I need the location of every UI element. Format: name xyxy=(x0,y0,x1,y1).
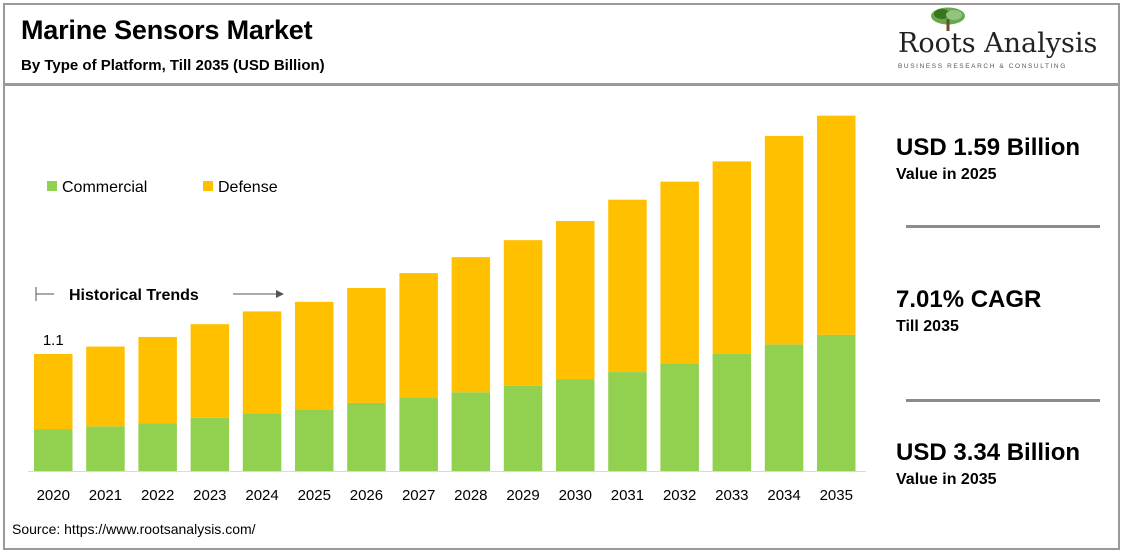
bar-commercial-2035 xyxy=(817,334,856,471)
bar-commercial-2020 xyxy=(34,429,73,471)
stat-cagr: 7.01% CAGR Till 2035 xyxy=(896,286,1106,336)
tree-logo-icon xyxy=(931,7,965,31)
chart-title: Marine Sensors Market xyxy=(21,15,313,45)
bar-commercial-2024 xyxy=(242,413,282,471)
x-tick-label: 2027 xyxy=(402,487,435,504)
x-tick-label: 2032 xyxy=(663,487,696,504)
x-tick-label: 2034 xyxy=(767,487,800,504)
historical-trends-label: Historical Trends xyxy=(69,287,199,304)
x-tick-label: 2024 xyxy=(245,487,278,504)
bar-commercial-2028 xyxy=(451,392,491,471)
x-tick-label: 2030 xyxy=(559,487,592,504)
stacked-bar-chart: 2020 2021 2022 2023 2024 2025 2026 2027 2028 2029… xyxy=(28,115,866,504)
bar-commercial-2023 xyxy=(190,417,230,471)
legend-swatch-commercial xyxy=(47,181,57,191)
bar-commercial-2022 xyxy=(138,423,177,471)
x-tick-label: 2023 xyxy=(193,487,226,504)
stat-divider xyxy=(906,399,1100,402)
bar-commercial-2034 xyxy=(764,344,804,471)
legend-swatch-defense xyxy=(203,181,213,191)
bar-commercial-2025 xyxy=(295,409,334,471)
bar-commercial-2031 xyxy=(608,372,647,471)
trend-arrow-icon xyxy=(276,290,284,298)
roots-analysis-logo: Roots Analysis BUSINESS RESEARCH & CONSU… xyxy=(888,6,1100,76)
bar-defense-2031 xyxy=(608,199,647,373)
x-tick-label: 2020 xyxy=(37,487,70,504)
bar-defense-2022 xyxy=(138,336,177,424)
stat-2035-amount: USD 3.34 Billion xyxy=(896,439,1081,466)
bar-commercial-2029 xyxy=(503,385,543,471)
bar-commercial-2026 xyxy=(347,402,386,471)
x-tick-label: 2021 xyxy=(89,487,122,504)
x-tick-label: 2035 xyxy=(820,487,853,504)
x-tick-label: 2025 xyxy=(298,487,331,504)
stat-value-2025: USD 1.59 Billion Value in 2025 xyxy=(896,134,1106,184)
bar-commercial-2021 xyxy=(86,426,125,471)
legend-label-defense: Defense xyxy=(218,179,278,196)
bar-defense-2021 xyxy=(86,346,125,427)
x-tick-label: 2031 xyxy=(611,487,644,504)
stat-cagr-amount: 7.01% CAGR xyxy=(896,286,1042,313)
bar-defense-2027 xyxy=(399,273,438,398)
x-tick-label: 2029 xyxy=(506,487,539,504)
stat-2025-amount: USD 1.59 Billion xyxy=(896,134,1081,161)
logo-name: Roots Analysis xyxy=(898,28,1098,59)
bar-defense-2028 xyxy=(451,257,491,393)
bar-defense-2035 xyxy=(817,115,856,335)
legend-label-commercial: Commercial xyxy=(62,179,147,196)
bar-defense-2033 xyxy=(712,161,752,354)
bar-defense-2023 xyxy=(190,324,230,418)
bar-commercial-2030 xyxy=(556,379,595,471)
stat-cagr-caption: Till 2035 xyxy=(896,318,959,335)
stat-divider xyxy=(906,225,1100,228)
x-tick-label: 2026 xyxy=(350,487,383,504)
stat-2035-caption: Value in 2035 xyxy=(896,471,997,488)
bar-defense-2034 xyxy=(764,135,804,345)
bar-defense-2020 xyxy=(34,353,73,430)
stat-value-2035: USD 3.34 Billion Value in 2035 xyxy=(896,439,1106,489)
chart-subtitle: By Type of Platform, Till 2035 (USD Bill… xyxy=(21,57,325,74)
data-label: 1.1 xyxy=(43,332,64,349)
x-tick-label: 2022 xyxy=(141,487,174,504)
bar-commercial-2033 xyxy=(712,353,752,471)
x-tick-label: 2033 xyxy=(715,487,748,504)
logo-tagline: BUSINESS RESEARCH & CONSULTING xyxy=(898,63,1067,70)
bar-defense-2025 xyxy=(295,301,334,410)
bar-defense-2024 xyxy=(242,311,282,414)
stat-2025-caption: Value in 2025 xyxy=(896,166,997,183)
header-divider xyxy=(5,83,1118,86)
x-tick-label: 2028 xyxy=(454,487,487,504)
bar-commercial-2027 xyxy=(399,397,438,471)
bar-defense-2029 xyxy=(503,240,543,386)
bar-commercial-2032 xyxy=(660,363,699,471)
bar-defense-2026 xyxy=(347,288,386,403)
source-note: Source: https://www.rootsanalysis.com/ xyxy=(12,521,256,537)
bar-defense-2032 xyxy=(660,181,699,364)
bar-defense-2030 xyxy=(556,220,595,380)
